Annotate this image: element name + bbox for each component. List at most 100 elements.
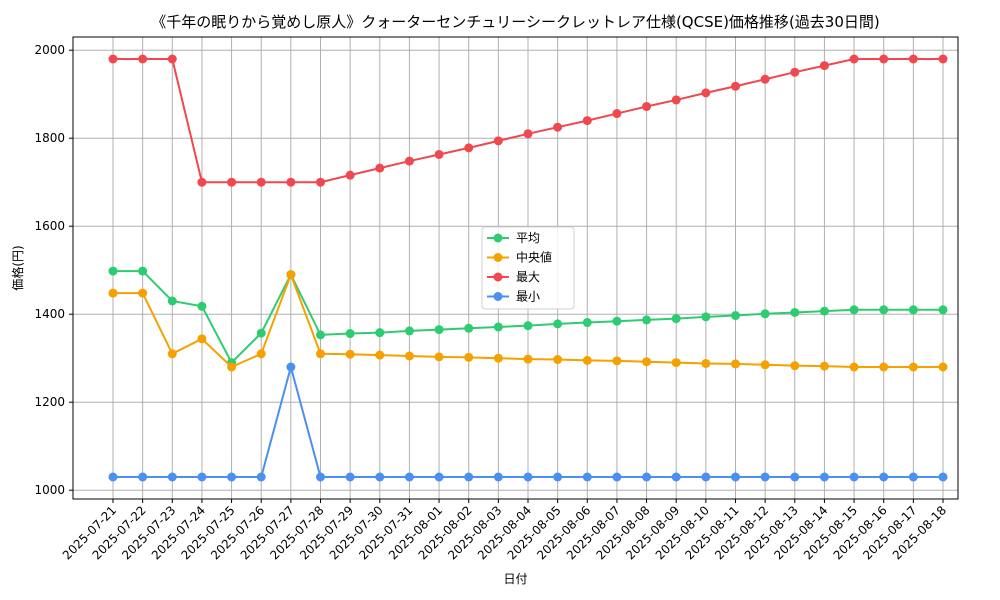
data-point — [197, 177, 207, 187]
data-point — [523, 354, 533, 364]
legend-item: 平均 — [487, 231, 540, 245]
data-point — [612, 472, 622, 482]
data-point — [908, 305, 918, 315]
data-point — [731, 359, 740, 369]
data-point — [345, 349, 355, 359]
data-point — [938, 305, 948, 315]
data-point — [464, 472, 474, 482]
data-point — [582, 472, 592, 482]
data-point — [760, 360, 770, 370]
data-point — [108, 54, 118, 64]
data-point — [553, 122, 563, 132]
data-point — [938, 472, 948, 482]
data-point — [849, 305, 859, 315]
data-point — [908, 472, 918, 482]
data-point — [404, 156, 414, 166]
data-point — [760, 74, 770, 84]
legend-swatch-marker — [493, 272, 503, 282]
data-point — [286, 362, 296, 372]
data-point — [790, 307, 800, 317]
series-group — [108, 54, 948, 482]
data-point — [582, 355, 592, 365]
data-point — [493, 322, 503, 332]
data-point — [316, 472, 325, 482]
data-point — [582, 116, 592, 126]
data-point — [879, 54, 889, 64]
legend-label: 最小 — [516, 290, 540, 304]
data-point — [108, 472, 118, 482]
series-3 — [108, 362, 948, 482]
chart-title: 《千年の眠りから覚めし原人》クォーターセンチュリーシークレットレア仕様(QCSE… — [151, 13, 879, 31]
data-point — [790, 472, 800, 482]
data-point — [256, 349, 266, 359]
data-point — [523, 321, 533, 331]
data-point — [345, 329, 355, 339]
legend-swatch-marker — [493, 292, 503, 301]
data-point — [849, 54, 859, 64]
data-point — [790, 67, 800, 77]
y-tick-label: 1200 — [34, 395, 65, 409]
data-point — [493, 353, 503, 363]
data-point — [227, 472, 237, 482]
data-point — [760, 472, 770, 482]
data-point — [908, 54, 918, 64]
data-point — [819, 61, 829, 71]
data-point — [553, 319, 563, 329]
legend-swatch-marker — [493, 253, 503, 262]
data-point — [404, 472, 414, 482]
y-tick-label: 1800 — [34, 131, 65, 145]
data-point — [256, 328, 266, 338]
plot-area-frame — [72, 36, 959, 500]
legend-item: 中央値 — [487, 250, 552, 265]
data-point — [819, 306, 829, 316]
data-point — [316, 330, 325, 340]
data-point — [434, 352, 444, 362]
data-point — [316, 177, 325, 187]
data-point — [612, 109, 622, 119]
data-point — [938, 362, 948, 372]
data-point — [671, 358, 681, 368]
series-2 — [108, 54, 948, 187]
data-point — [671, 314, 681, 324]
data-point — [375, 328, 385, 338]
data-point — [701, 88, 711, 98]
data-point — [286, 177, 296, 187]
y-tick-label: 1600 — [34, 219, 65, 233]
data-point — [345, 472, 355, 482]
data-point — [167, 54, 177, 64]
data-point — [642, 315, 652, 325]
legend-item: 最小 — [487, 290, 540, 304]
data-point — [108, 288, 118, 298]
data-point — [197, 334, 207, 344]
data-point — [286, 270, 296, 280]
data-point — [227, 362, 237, 372]
data-point — [671, 95, 681, 105]
data-point — [138, 472, 148, 482]
data-point — [849, 362, 859, 372]
data-point — [375, 163, 385, 173]
data-point — [819, 361, 829, 371]
data-point — [731, 81, 740, 91]
y-tick-label: 1400 — [34, 307, 65, 321]
data-point — [908, 362, 918, 372]
data-point — [642, 472, 652, 482]
legend-label: 中央値 — [516, 250, 552, 265]
y-axis-label: 価格(円) — [10, 245, 25, 290]
legend-label: 最大 — [516, 270, 540, 284]
data-point — [404, 326, 414, 336]
data-point — [731, 311, 740, 321]
data-point — [553, 472, 563, 482]
data-point — [227, 177, 237, 187]
data-point — [523, 472, 533, 482]
data-point — [642, 102, 652, 112]
y-tick-label: 2000 — [34, 43, 65, 57]
data-point — [138, 54, 148, 64]
data-point — [197, 301, 207, 311]
series-1 — [108, 270, 948, 372]
data-point — [434, 149, 444, 159]
data-point — [671, 472, 681, 482]
data-point — [138, 288, 148, 298]
data-point — [612, 316, 622, 326]
data-point — [612, 356, 622, 366]
